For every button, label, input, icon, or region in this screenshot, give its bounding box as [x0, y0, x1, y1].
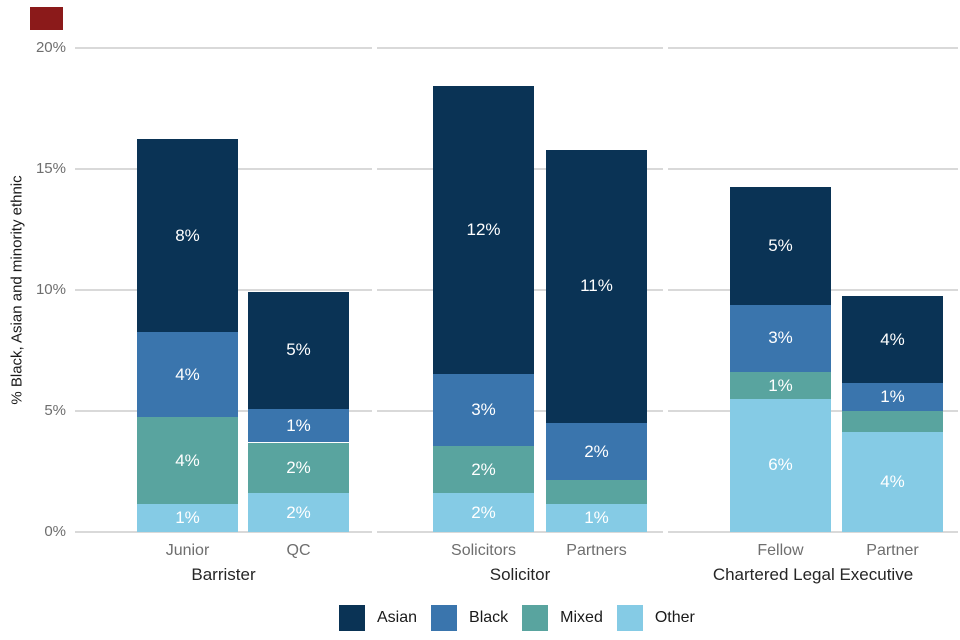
- bar-segment-asian: [730, 187, 831, 305]
- x-category-label: Junior: [165, 542, 210, 559]
- bar-segment-asian: [842, 296, 943, 384]
- bar-value-label: 4%: [880, 471, 905, 491]
- bar-segment-black: [546, 423, 647, 480]
- y-tick-label: 5%: [44, 402, 66, 419]
- bar-value-label: 1%: [880, 387, 905, 407]
- legend-swatch-mixed: [522, 605, 549, 631]
- y-tick-label: 15%: [35, 160, 66, 177]
- bar-segment-asian: [546, 149, 647, 424]
- bar-value-label: 1%: [175, 508, 200, 528]
- bar-segment-other: [546, 504, 647, 532]
- bar-value-label: 11%: [580, 276, 613, 296]
- facet-label: Chartered Legal Executive: [712, 565, 914, 584]
- bar-segment-asian: [248, 292, 349, 409]
- y-tick-label: 10%: [35, 281, 66, 298]
- legend-label: Mixed: [560, 609, 603, 626]
- bar-value-label: 1%: [286, 415, 311, 435]
- legend-label: Other: [654, 609, 695, 626]
- bar-value-label: 2%: [471, 459, 496, 479]
- bar-segment-asian: [137, 138, 238, 333]
- bar-value-label: 3%: [471, 399, 496, 419]
- bar-segment-other: [433, 493, 534, 532]
- legend: Asian Black Mixed Other: [339, 605, 695, 631]
- gridline: [668, 531, 958, 533]
- bar-value-label: 5%: [286, 340, 311, 360]
- bar-segment-black: [730, 304, 831, 373]
- bar-segment-mixed: [137, 417, 238, 505]
- bar-value-label: 6%: [768, 455, 793, 475]
- gridline: [377, 47, 663, 49]
- gridline: [377, 531, 663, 533]
- bar-segment-asian: [433, 85, 534, 374]
- bar-value-label: 2%: [471, 502, 496, 522]
- y-tick-label: 0%: [44, 523, 66, 540]
- facet-label: Barrister: [191, 565, 256, 584]
- bar-value-label: 5%: [768, 235, 793, 255]
- bar-segment-mixed: [842, 411, 943, 432]
- bar-segment-mixed: [433, 446, 534, 494]
- bar-segment-mixed: [730, 372, 831, 399]
- gridline: [75, 47, 372, 49]
- bar-value-label: 2%: [286, 502, 311, 522]
- bar-segment-other: [842, 431, 943, 532]
- bar-segment-mixed: [546, 480, 647, 505]
- legend-item-mixed: Mixed: [522, 605, 603, 631]
- bar-value-label: 4%: [175, 364, 200, 384]
- legend-item-other: Other: [616, 605, 695, 631]
- bar-value-label: 1%: [584, 508, 609, 528]
- bar-segment-other: [730, 398, 831, 532]
- legend-label: Asian: [377, 609, 418, 626]
- bar-value-label: 3%: [768, 328, 793, 348]
- bar-value-label: 8%: [175, 225, 200, 245]
- gridline: [668, 47, 958, 49]
- y-tick-label: 20%: [35, 39, 66, 56]
- legend-swatch-black: [431, 605, 458, 631]
- bar-value-label: 2%: [286, 457, 311, 477]
- bar-segment-black: [137, 332, 238, 418]
- bar-value-label: 12%: [466, 219, 501, 239]
- x-category-label: QC: [286, 542, 311, 559]
- gridline: [668, 168, 958, 170]
- facet-label: Solicitor: [489, 565, 551, 584]
- legend-item-black: Black: [431, 605, 508, 631]
- legend-item-asian: Asian: [339, 605, 417, 631]
- legend-swatch-other: [616, 605, 643, 631]
- x-category-label: Solicitors: [451, 542, 516, 559]
- gridline: [75, 531, 372, 533]
- bar-segment-black: [842, 383, 943, 411]
- legend-swatch-asian: [339, 605, 365, 631]
- bar-value-label: 4%: [175, 450, 200, 470]
- bar-value-label: 1%: [768, 375, 793, 395]
- bar-value-label: 4%: [880, 329, 905, 349]
- bar-value-label: 2%: [584, 441, 609, 461]
- bar-segment-black: [433, 373, 534, 447]
- x-category-label: Partner: [866, 542, 919, 559]
- red-marker: [30, 7, 63, 30]
- bar-segment-other: [137, 504, 238, 532]
- bar-segment-mixed: [248, 442, 349, 494]
- bar-segment-other: [248, 493, 349, 532]
- legend-label: Black: [469, 609, 509, 626]
- x-category-label: Partners: [566, 542, 627, 559]
- bar-segment-black: [248, 408, 349, 443]
- x-category-label: Fellow: [757, 542, 804, 559]
